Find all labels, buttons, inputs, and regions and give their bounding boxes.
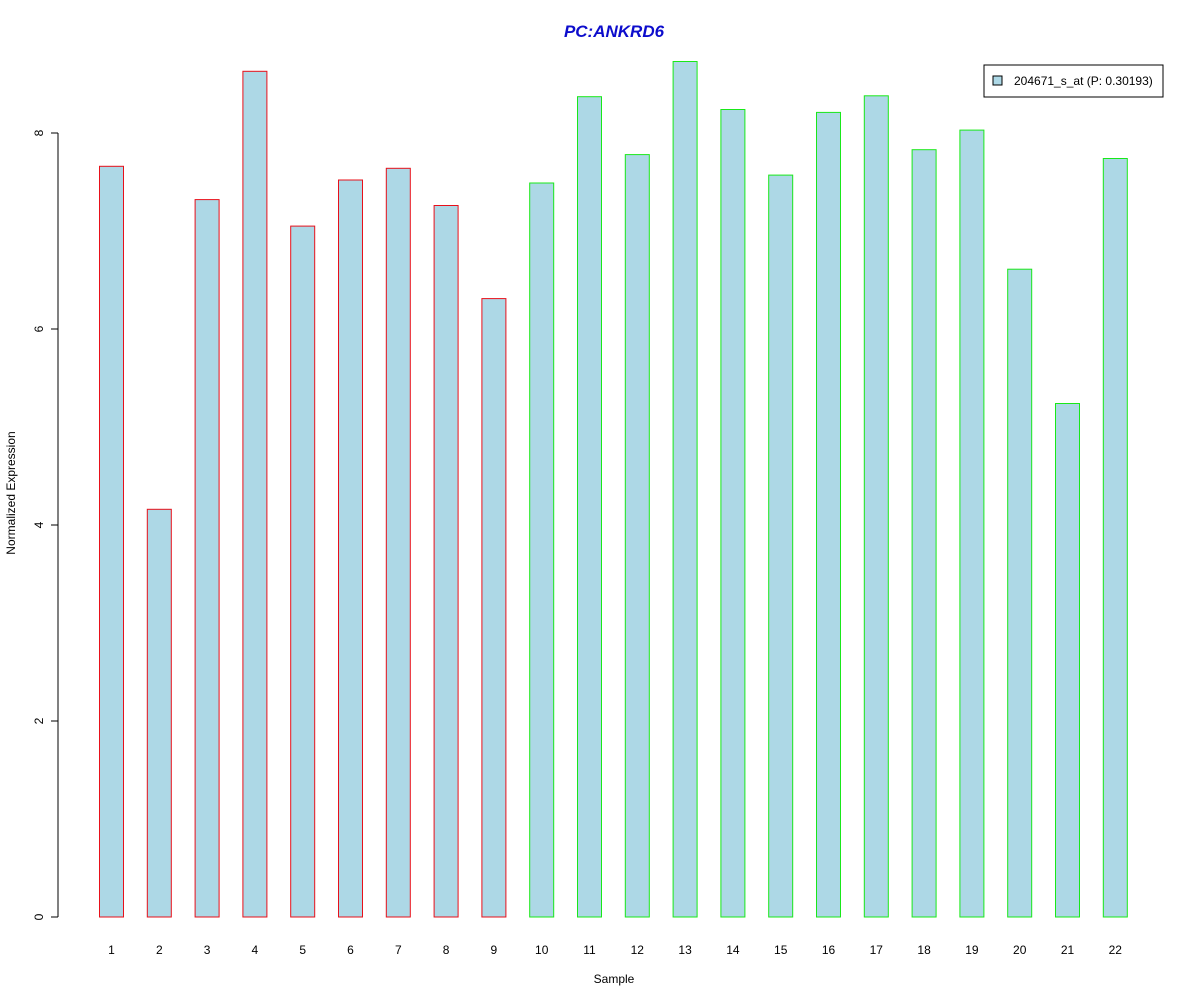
y-tick-label: 4 [32, 521, 46, 528]
x-tick-label: 4 [252, 943, 259, 957]
x-tick-label: 14 [726, 943, 740, 957]
bar-sample-11 [577, 96, 602, 918]
x-tick-label: 12 [631, 943, 645, 957]
x-tick-label: 16 [822, 943, 836, 957]
x-tick-label: 1 [108, 943, 115, 957]
bar-sample-22 [1102, 158, 1128, 918]
bar-sample-9 [481, 298, 507, 918]
x-tick-label: 22 [1109, 943, 1123, 957]
x-axis-label: Sample [594, 972, 635, 986]
bar-sample-18 [911, 149, 937, 918]
bar-sample-20 [1007, 268, 1033, 918]
legend-box [983, 64, 1164, 98]
legend-swatch [992, 75, 1003, 86]
legend: 204671_s_at (P: 0.30193) [983, 64, 1164, 98]
x-tick-label: 21 [1061, 943, 1075, 957]
y-tick-label: 2 [32, 717, 46, 724]
bar-sample-21 [1055, 403, 1080, 918]
bar-sample-5 [290, 225, 316, 918]
x-tick-label: 18 [917, 943, 931, 957]
bar-sample-7 [385, 167, 411, 918]
x-tick-label: 5 [299, 943, 306, 957]
x-tick-label: 13 [678, 943, 692, 957]
bar-sample-6 [338, 179, 363, 918]
y-axis-label: Normalized Expression [4, 431, 18, 554]
bars-group [99, 61, 1128, 918]
bar-sample-1 [99, 165, 124, 918]
bar-sample-16 [816, 111, 841, 918]
y-tick-label: 0 [32, 913, 46, 920]
x-tick-label: 7 [395, 943, 402, 957]
bar-sample-4 [242, 70, 268, 918]
y-tick-label: 8 [32, 129, 46, 136]
y-tick-label: 6 [32, 325, 46, 332]
bar-sample-8 [433, 205, 459, 918]
x-tick-label: 9 [491, 943, 498, 957]
bar-sample-14 [720, 109, 746, 918]
x-tick-label: 19 [965, 943, 979, 957]
x-tick-label: 8 [443, 943, 450, 957]
bar-sample-3 [194, 199, 220, 918]
bar-sample-15 [768, 174, 794, 918]
x-tick-label: 11 [583, 943, 596, 957]
bar-sample-19 [959, 129, 985, 918]
bar-sample-2 [146, 508, 172, 918]
x-tick-label: 2 [156, 943, 163, 957]
bar-sample-13 [672, 61, 698, 918]
y-axis: 0 2 4 6 8 [32, 129, 59, 920]
bar-sample-10 [529, 182, 555, 918]
x-tick-label: 15 [774, 943, 788, 957]
x-tick-label: 6 [347, 943, 354, 957]
x-tick-label: 20 [1013, 943, 1027, 957]
x-tick-labels: 1 2 3 4 5 6 7 8 9 10 11 12 13 14 15 16 17 18 19 20 21 22 [108, 943, 1122, 957]
x-tick-label: 10 [535, 943, 549, 957]
bar-sample-12 [624, 154, 650, 918]
x-tick-label: 17 [870, 943, 884, 957]
legend-label: 204671_s_at (P: 0.30193) [1014, 74, 1153, 88]
x-tick-label: 3 [204, 943, 211, 957]
bar-sample-17 [863, 95, 889, 918]
chart-title: PC:ANKRD6 [564, 22, 665, 41]
